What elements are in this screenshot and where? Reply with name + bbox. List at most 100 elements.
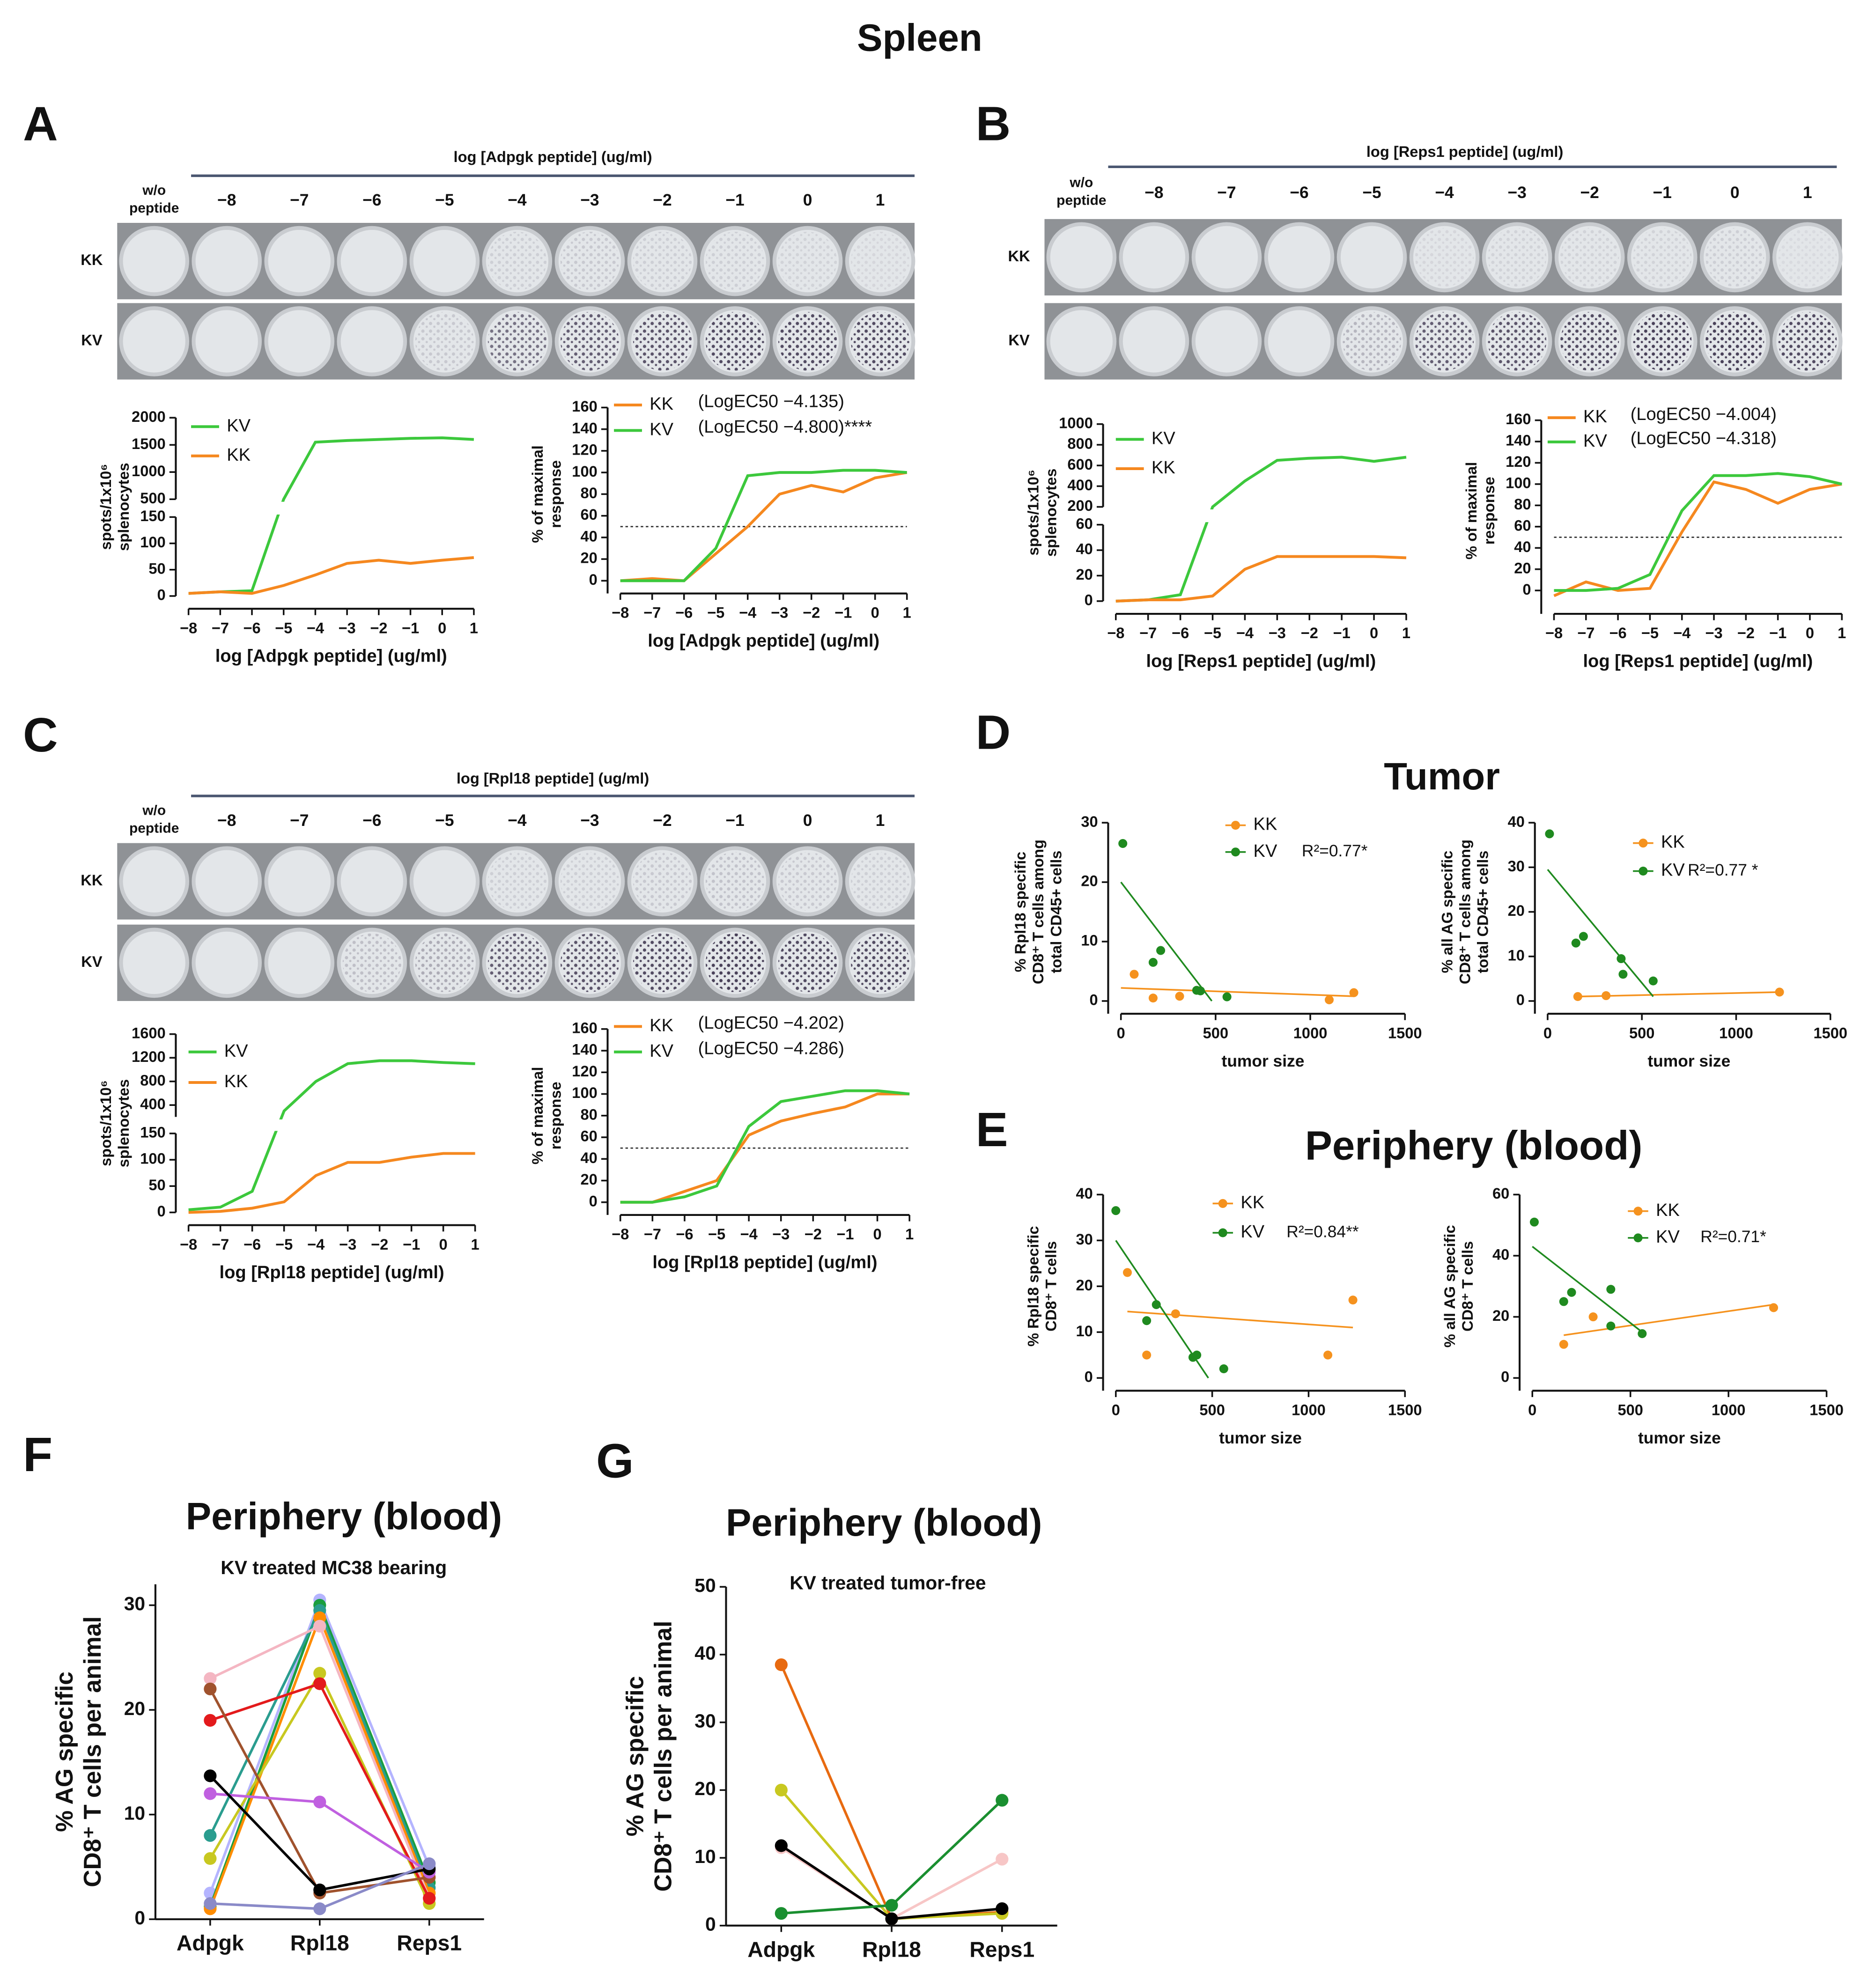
y-tick-label: 20 (1076, 566, 1093, 583)
x-tick-label: −8 (612, 1225, 629, 1243)
point (775, 1907, 788, 1920)
legend-label: KV (650, 420, 673, 439)
dose-label: 0 (803, 191, 812, 209)
legend-label: KK (224, 1072, 248, 1091)
series-line (188, 556, 474, 595)
annotation: R²=0.84** (1286, 1222, 1359, 1241)
legend-label: KK (1254, 815, 1277, 834)
y-tick-label: 800 (1067, 435, 1093, 452)
series-line (1554, 472, 1842, 592)
legend-note: (LogEC50 −4.202) (698, 1013, 844, 1033)
well (1119, 306, 1189, 376)
x-tick-label: 0 (1117, 1024, 1125, 1041)
well-spots (560, 852, 619, 911)
well-spots (1415, 228, 1474, 287)
x-tick-label: −7 (643, 604, 661, 621)
y-tick-label: 600 (1067, 456, 1093, 473)
well (337, 306, 407, 376)
chart-title: Periphery (blood) (186, 1495, 502, 1538)
y-tick-label: 400 (140, 1095, 165, 1112)
y-tick-label: 50 (148, 560, 165, 577)
point (1175, 992, 1184, 1001)
row-label: KK (1008, 247, 1031, 265)
y-tick-label: 30 (694, 1710, 716, 1731)
y-tick-label: 30 (1508, 857, 1525, 875)
y-tick-label: 10 (1508, 946, 1525, 964)
series-line (620, 469, 907, 582)
fit-line (1578, 991, 1780, 998)
well (192, 306, 262, 376)
x-tick-label: Adpgk (177, 1931, 244, 1955)
well-spots (778, 933, 837, 992)
point (1148, 994, 1158, 1003)
y-axis-label: % of maximal (1462, 462, 1480, 560)
y-tick-label: 160 (572, 1019, 597, 1036)
point (1588, 1312, 1598, 1322)
y-tick-label: 0 (157, 1202, 165, 1220)
legend-marker (1218, 1228, 1227, 1237)
x-tick-label: −8 (1545, 624, 1563, 641)
x-tick-label: 1 (1402, 624, 1410, 641)
y-tick-label: 50 (694, 1575, 716, 1596)
y-tick-label: 800 (140, 1071, 165, 1089)
well-spots (342, 933, 401, 992)
fit-line (1547, 869, 1654, 997)
legend-note: (LogEC50 −4.800)**** (698, 417, 872, 437)
control-label: peptide (129, 200, 179, 216)
y-axis-label: CD8⁺ T cells among (1029, 839, 1047, 984)
y-tick-label: 80 (1514, 495, 1531, 513)
x-axis-label: log [Adpgk peptide] (ug/ml) (648, 631, 879, 651)
well (264, 226, 335, 296)
y-tick-label: 60 (580, 506, 597, 523)
legend-marker (1639, 866, 1648, 876)
legend-label: KV (1661, 861, 1685, 880)
y-axis-label: % of maximal (529, 1067, 546, 1165)
x-tick-label: 1 (905, 1225, 914, 1243)
point (1769, 1303, 1779, 1312)
well (119, 846, 189, 917)
figure-title: Spleen (857, 17, 982, 59)
y-tick-label: 80 (580, 484, 597, 501)
x-tick-label: Reps1 (397, 1931, 462, 1955)
legend-marker (1218, 1199, 1227, 1208)
legend-label: KV (1254, 841, 1277, 861)
x-tick-label: 1000 (1712, 1401, 1746, 1418)
y-tick-label: 100 (140, 1150, 165, 1167)
well-spots (1705, 312, 1764, 371)
point (313, 1902, 326, 1915)
dose-label: −8 (1144, 184, 1163, 202)
dose-label: −6 (362, 811, 381, 830)
x-tick-label: 500 (1617, 1401, 1643, 1418)
x-tick-label: −5 (1641, 624, 1659, 641)
x-tick-label: −6 (1172, 624, 1189, 641)
section-title: Tumor (1384, 755, 1500, 798)
point (1118, 839, 1128, 848)
x-tick-label: −3 (771, 604, 788, 621)
well (337, 226, 407, 296)
y-tick-label: 20 (1508, 902, 1525, 919)
y-axis-label: spots/1x10⁶ (97, 464, 114, 550)
legend-note: (LogEC50 −4.318) (1631, 428, 1777, 448)
point (1324, 995, 1334, 1004)
y-tick-label: 1600 (132, 1024, 166, 1041)
x-tick-label: −2 (370, 619, 387, 636)
point (1579, 932, 1588, 941)
x-tick-label: −7 (1139, 624, 1157, 641)
x-tick-label: −6 (1609, 624, 1627, 641)
y-tick-label: 100 (572, 463, 597, 480)
series-line (188, 1152, 475, 1214)
point (1559, 1340, 1568, 1349)
y-tick-label: 60 (580, 1127, 597, 1145)
well (1119, 222, 1189, 293)
y-axis-label: % all AG specific (1441, 1225, 1458, 1347)
well (264, 846, 335, 917)
x-tick-label: 0 (439, 1236, 448, 1253)
x-tick-label: −7 (644, 1225, 661, 1243)
series-line (209, 1601, 431, 1907)
well (192, 928, 262, 998)
point (1529, 1217, 1539, 1227)
dose-label: −4 (1435, 184, 1454, 202)
x-tick-label: Rpl18 (290, 1931, 349, 1955)
x-tick-label: −3 (1705, 624, 1722, 641)
